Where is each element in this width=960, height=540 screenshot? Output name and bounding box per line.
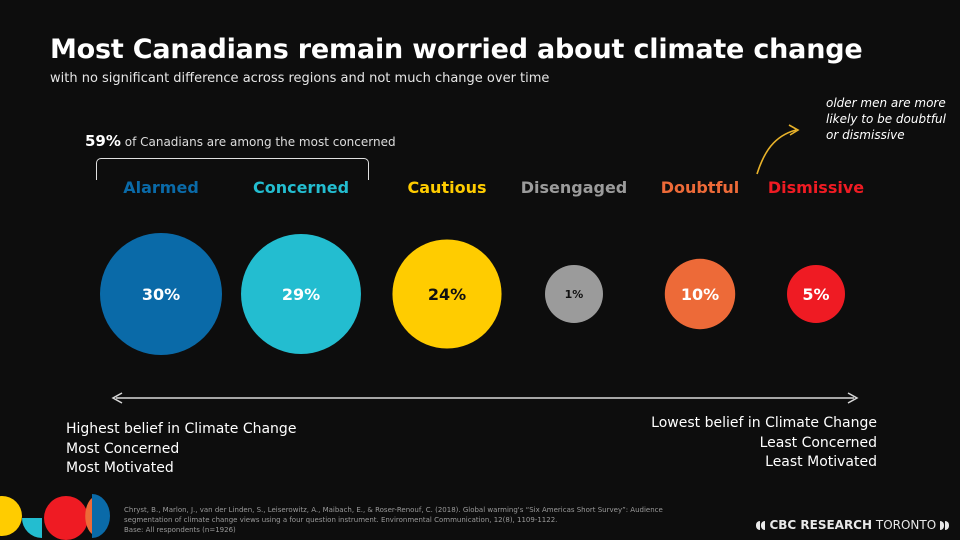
value-label-dismissive: 5%	[802, 285, 829, 304]
page-subtitle: with no significant difference across re…	[50, 71, 550, 86]
category-label-doubtful: Doubtful	[661, 178, 740, 197]
scale-right-line-1: Lowest belief in Climate Change	[651, 415, 877, 431]
belief-scale-arrow	[111, 392, 859, 404]
bubble-dismissive	[787, 265, 845, 323]
bubble-concerned	[241, 234, 361, 354]
bubble-disengaged	[545, 265, 603, 323]
concern-note: 59% of Canadians are among the most conc…	[85, 132, 396, 150]
annotation-arrow	[756, 124, 800, 175]
value-label-disengaged: 1%	[565, 288, 584, 301]
category-label-dismissive: Dismissive	[768, 178, 864, 197]
bubble-doubtful	[664, 258, 736, 330]
page-title: Most Canadians remain worried about clim…	[50, 34, 863, 65]
source-base: Base: All respondents (n=1926)	[124, 526, 236, 534]
bubble-cautious	[392, 239, 502, 349]
concern-note-text: of Canadians are among the most concerne…	[120, 135, 396, 149]
value-label-doubtful: 10%	[681, 285, 719, 304]
brand-mark-left	[755, 521, 760, 530]
brand-mark-left-2	[760, 521, 765, 530]
brand-logo: CBC RESEARCH TORONTO	[755, 518, 950, 532]
scale-left-line-3: Most Motivated	[66, 460, 174, 476]
scale-right-line-2: Least Concerned	[759, 434, 877, 451]
concern-bracket	[96, 158, 369, 180]
category-label-concerned: Concerned	[253, 178, 349, 197]
source-citation: Chryst, B., Marlon, J., van der Linden, …	[124, 505, 694, 535]
brand-name-bold: CBC RESEARCH	[769, 518, 873, 532]
category-label-alarmed: Alarmed	[123, 178, 199, 197]
scale-right-labels: Lowest belief in Climate Change Least Co…	[651, 414, 877, 473]
segment-bubble-chart: Alarmed 30% Concerned 29% Cautious 24% Disenga…	[100, 178, 864, 355]
value-label-alarmed: 30%	[142, 285, 180, 304]
annotation-text: older men are more likely to be doubtful…	[826, 96, 946, 142]
bubble-alarmed	[100, 233, 222, 355]
brand-mark-right	[940, 521, 944, 530]
scale-left-labels: Highest belief in Climate Change Most Co…	[66, 420, 296, 479]
value-label-cautious: 24%	[428, 285, 466, 304]
category-label-disengaged: Disengaged	[521, 178, 628, 197]
scale-left-line-2: Most Concerned	[66, 440, 180, 457]
decorative-shapes	[0, 494, 110, 540]
value-label-concerned: 29%	[282, 285, 320, 304]
category-label-cautious: Cautious	[408, 178, 487, 197]
concern-note-pct: 59%	[85, 132, 121, 150]
scale-right-line-3: Least Motivated	[765, 454, 877, 470]
scale-left-line-1: Highest belief in Climate Change	[66, 421, 297, 437]
source-citation-text: Chryst, B., Marlon, J., van der Linden, …	[124, 506, 663, 524]
brand-mark-right-2	[945, 521, 949, 530]
brand-name-light: TORONTO	[875, 518, 937, 532]
